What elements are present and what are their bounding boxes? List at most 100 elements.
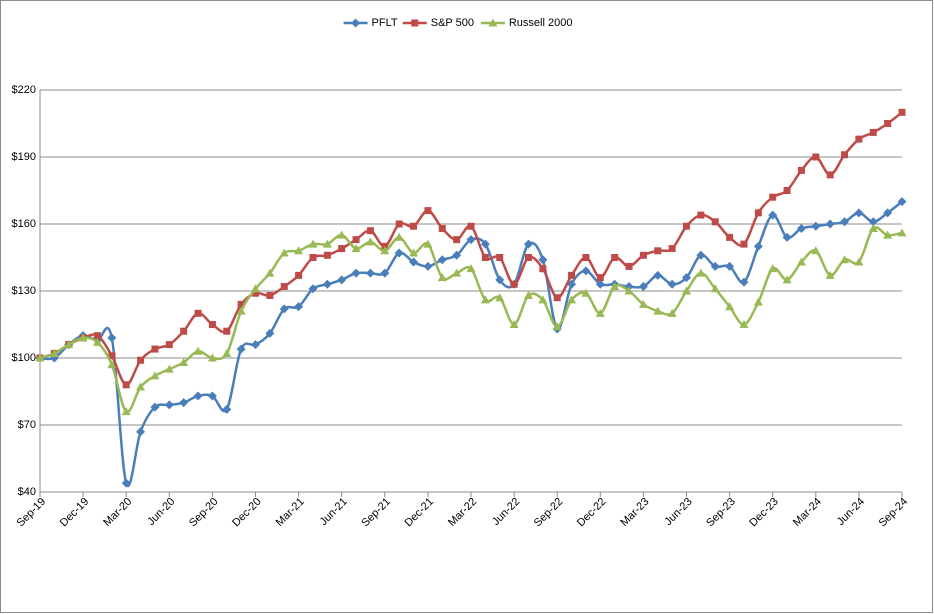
marker (538, 295, 548, 304)
marker (136, 382, 146, 391)
marker (280, 283, 288, 291)
marker (667, 308, 677, 317)
marker (295, 271, 303, 279)
marker (294, 246, 304, 255)
marker (323, 251, 331, 259)
marker (466, 235, 476, 245)
marker (452, 268, 462, 277)
marker (409, 248, 419, 257)
marker (638, 299, 648, 308)
marker (308, 239, 318, 248)
marker (409, 257, 419, 267)
marker (222, 349, 232, 358)
marker (769, 193, 777, 201)
marker (251, 284, 260, 293)
marker (35, 353, 45, 362)
marker (638, 282, 648, 292)
marker (453, 236, 461, 244)
marker (869, 128, 877, 136)
marker (164, 400, 174, 410)
marker (467, 222, 475, 230)
marker (107, 360, 117, 369)
marker (266, 291, 274, 299)
marker (897, 197, 907, 207)
marker (395, 220, 403, 228)
marker (179, 357, 189, 366)
marker (696, 268, 706, 277)
marker (338, 245, 346, 253)
marker (811, 246, 821, 255)
marker (812, 153, 820, 161)
marker (825, 270, 835, 279)
marker (309, 254, 317, 261)
marker (754, 209, 762, 217)
marker (854, 257, 864, 266)
marker (523, 239, 533, 249)
marker (223, 327, 231, 335)
marker (783, 187, 791, 194)
marker (697, 211, 705, 219)
y-tick-label: $160 (12, 218, 36, 230)
marker (64, 340, 74, 349)
marker (898, 108, 906, 116)
marker (841, 151, 849, 159)
marker (150, 402, 160, 412)
marker (92, 337, 102, 346)
marker (683, 222, 690, 230)
marker (753, 297, 763, 306)
marker (782, 232, 792, 242)
marker (739, 320, 749, 328)
marker (121, 407, 131, 416)
legend-label: Russell 2000 (509, 17, 573, 29)
marker (294, 302, 304, 312)
marker (495, 293, 505, 302)
marker (193, 391, 203, 401)
marker (710, 284, 720, 293)
marker (366, 227, 374, 235)
marker (107, 333, 117, 343)
marker (711, 218, 719, 226)
marker (424, 207, 432, 215)
marker (667, 279, 677, 289)
marker (410, 222, 418, 230)
marker (481, 254, 489, 261)
marker (567, 295, 577, 304)
marker (725, 261, 735, 271)
marker (194, 309, 202, 317)
marker (768, 264, 778, 273)
marker (236, 344, 246, 354)
marker (595, 308, 605, 317)
marker (682, 286, 691, 295)
marker (739, 277, 749, 287)
marker (740, 240, 748, 248)
marker (279, 304, 289, 314)
legend-label: PFLT (372, 17, 398, 29)
marker (523, 290, 533, 299)
marker (165, 341, 173, 349)
marker (855, 135, 863, 143)
marker (265, 268, 275, 277)
marker (411, 19, 419, 27)
marker (868, 217, 878, 227)
y-tick-label: $190 (12, 151, 36, 163)
marker (840, 217, 850, 227)
marker (121, 478, 131, 488)
marker (510, 280, 518, 288)
marker (797, 166, 805, 174)
marker (179, 398, 189, 408)
marker (122, 381, 130, 389)
marker (423, 239, 433, 248)
marker (639, 251, 647, 259)
marker (524, 254, 532, 261)
marker (251, 340, 260, 350)
marker (438, 224, 446, 232)
marker (322, 239, 332, 248)
marker (668, 245, 676, 253)
marker (480, 239, 490, 249)
marker (394, 248, 404, 258)
marker (582, 254, 590, 261)
marker (811, 221, 821, 231)
marker (567, 279, 577, 289)
marker (539, 265, 547, 273)
